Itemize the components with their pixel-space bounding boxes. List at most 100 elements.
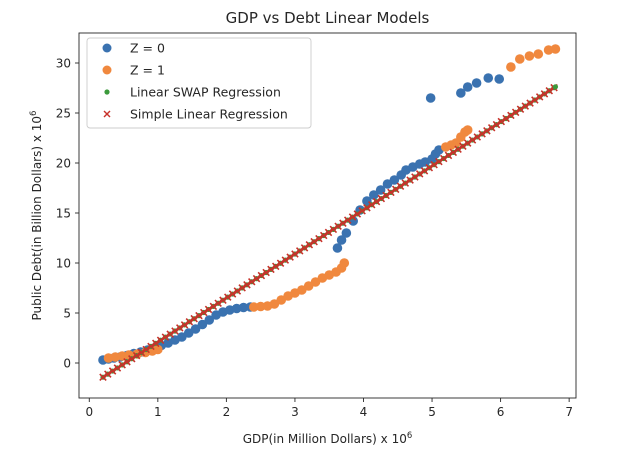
point-z1 bbox=[153, 344, 163, 355]
point-simple bbox=[502, 114, 510, 123]
point-simple bbox=[243, 281, 251, 289]
y-tick-label: 25 bbox=[56, 106, 71, 120]
point-simple bbox=[463, 139, 472, 147]
y-tick-label: 10 bbox=[56, 256, 71, 270]
point-simple bbox=[108, 367, 117, 375]
point-simple bbox=[459, 142, 467, 150]
point-z1 bbox=[514, 54, 525, 64]
x-tick-label: 4 bbox=[360, 405, 368, 419]
point-simple bbox=[449, 148, 458, 157]
point-simple bbox=[267, 265, 275, 274]
point-z0 bbox=[494, 74, 505, 84]
point-simple bbox=[334, 222, 342, 231]
legend-label-simple: Simple Linear Regression bbox=[130, 107, 288, 122]
point-simple bbox=[535, 93, 544, 101]
point-simple bbox=[478, 130, 486, 138]
point-simple bbox=[128, 354, 136, 363]
point-z0 bbox=[471, 78, 482, 88]
point-simple bbox=[329, 225, 338, 234]
chart-title: GDP vs Debt Linear Models bbox=[226, 9, 430, 27]
point-simple bbox=[176, 324, 184, 332]
point-simple bbox=[305, 240, 314, 249]
x-tick-label: 0 bbox=[85, 405, 93, 419]
y-tick-label: 20 bbox=[56, 156, 71, 170]
point-simple bbox=[363, 204, 371, 212]
point-simple bbox=[228, 290, 237, 298]
point-swap bbox=[552, 84, 559, 90]
point-z0 bbox=[204, 315, 215, 325]
point-simple bbox=[123, 358, 131, 366]
point-simple bbox=[401, 179, 410, 187]
point-simple bbox=[367, 200, 376, 209]
point-simple bbox=[420, 167, 429, 175]
point-simple bbox=[377, 194, 386, 203]
point-simple bbox=[521, 102, 530, 110]
point-simple bbox=[233, 287, 242, 295]
point-simple bbox=[387, 188, 395, 197]
point-simple bbox=[391, 185, 400, 194]
point-simple bbox=[262, 268, 270, 277]
point-simple bbox=[516, 105, 525, 114]
point-z0 bbox=[238, 302, 249, 313]
point-simple bbox=[199, 308, 208, 317]
point-simple bbox=[497, 117, 506, 126]
point-simple bbox=[353, 210, 362, 218]
point-simple bbox=[324, 228, 333, 237]
point-simple bbox=[171, 327, 179, 335]
x-axis: 0 1 2 3 4 5 6 7 bbox=[85, 398, 573, 419]
point-simple bbox=[343, 216, 352, 224]
point-z1 bbox=[249, 302, 259, 312]
point-simple bbox=[300, 244, 309, 252]
point-simple bbox=[152, 339, 160, 348]
y-axis-label-text: Public Debt(in Billion Dollars) x 10 bbox=[30, 116, 44, 321]
point-z0 bbox=[456, 88, 466, 98]
point-z1 bbox=[506, 62, 516, 72]
point-simple bbox=[252, 274, 261, 283]
point-simple bbox=[315, 234, 323, 243]
point-simple bbox=[415, 170, 424, 178]
point-simple bbox=[276, 259, 285, 268]
point-simple bbox=[142, 345, 150, 354]
point-z0 bbox=[197, 319, 208, 330]
point-simple bbox=[382, 191, 390, 200]
data-marks bbox=[98, 44, 561, 381]
point-simple bbox=[195, 311, 203, 320]
x-tick-label: 5 bbox=[428, 405, 436, 419]
point-simple bbox=[219, 296, 227, 304]
point-simple bbox=[190, 314, 198, 323]
y-tick-label: 30 bbox=[56, 56, 71, 70]
x-axis-label: GDP(in Million Dollars) x 106 bbox=[243, 431, 413, 446]
legend-marker-simple bbox=[103, 110, 111, 118]
point-simple bbox=[238, 284, 246, 292]
point-z1 bbox=[255, 301, 266, 312]
point-simple bbox=[271, 262, 280, 271]
point-simple bbox=[281, 256, 290, 264]
legend-box bbox=[86, 37, 312, 129]
x-tick-label: 3 bbox=[291, 405, 299, 419]
legend-label-z0: Z = 0 bbox=[130, 41, 165, 56]
point-z0 bbox=[336, 235, 347, 245]
point-simple bbox=[454, 145, 462, 154]
point-simple bbox=[348, 213, 357, 221]
legend: Z = 0 Z = 1 Linear SWAP Regression Simpl… bbox=[86, 37, 312, 129]
point-simple bbox=[185, 317, 194, 326]
y-axis: 0 5 10 15 20 25 30 bbox=[56, 56, 79, 370]
point-z0 bbox=[368, 190, 379, 200]
y-tick-label: 5 bbox=[63, 306, 71, 320]
legend-marker-z1 bbox=[102, 65, 112, 75]
point-simple bbox=[435, 157, 443, 166]
point-simple bbox=[257, 271, 266, 280]
point-simple bbox=[526, 99, 534, 107]
y-tick-label: 0 bbox=[63, 356, 71, 370]
y-axis-label: Public Debt(in Billion Dollars) x 106 bbox=[29, 111, 44, 321]
point-z1 bbox=[524, 51, 535, 61]
point-z1 bbox=[462, 125, 473, 135]
point-simple bbox=[339, 219, 347, 227]
point-simple bbox=[507, 111, 515, 120]
point-simple bbox=[204, 305, 213, 314]
point-simple bbox=[286, 253, 294, 261]
point-simple bbox=[444, 151, 453, 160]
x-tick-label: 1 bbox=[154, 405, 162, 419]
x-axis-label-exponent: 6 bbox=[407, 431, 412, 441]
